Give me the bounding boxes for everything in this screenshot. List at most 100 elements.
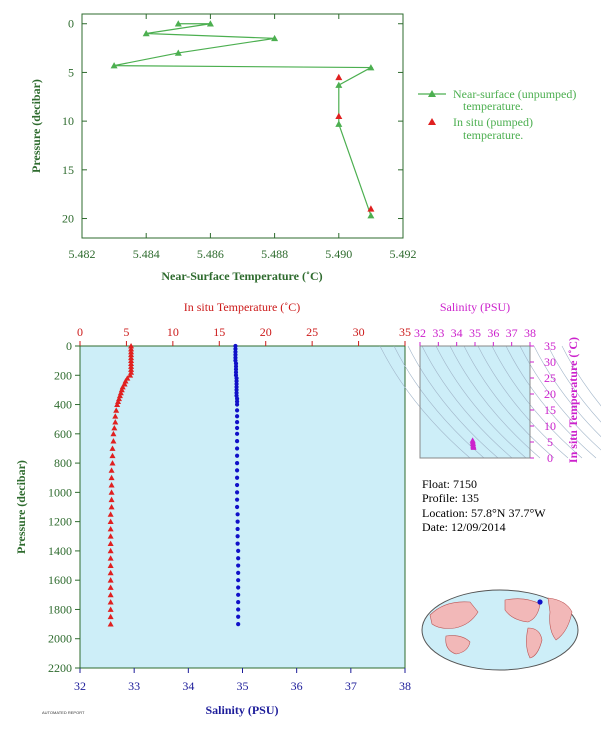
temperature-point xyxy=(107,591,114,598)
insitu-temperature-point xyxy=(335,112,343,120)
ts-y-tick-label: 15 xyxy=(544,403,556,417)
temperature-point xyxy=(107,511,114,517)
ts-y-tick-label: 25 xyxy=(544,371,556,385)
ts-density-contour xyxy=(449,345,541,459)
top-y-axis-label: Pressure (decibar) xyxy=(29,79,43,173)
pressure-tick-label: 800 xyxy=(54,456,72,470)
temperature-tick-label: 10 xyxy=(167,325,179,339)
salinity-point xyxy=(236,600,241,605)
temperature-point xyxy=(128,360,135,366)
temperature-point xyxy=(108,489,115,495)
top-y-tick-label: 5 xyxy=(68,65,74,79)
salinity-tick-label: 38 xyxy=(399,679,411,693)
top-y-tick-label: 15 xyxy=(62,163,74,177)
salinity-point xyxy=(234,482,240,488)
ts-density-contour xyxy=(379,345,471,459)
salinity-point xyxy=(235,534,240,539)
temperature-point xyxy=(107,540,114,546)
pressure-tick-label: 1000 xyxy=(48,485,72,499)
temperature-point xyxy=(107,518,114,525)
legend-label-insitu-1: In situ (pumped) xyxy=(453,115,533,129)
top-y-ticks: 0 5 10 15 20 xyxy=(62,17,403,226)
temperature-point xyxy=(128,351,135,358)
salinity-point xyxy=(234,379,239,384)
salinity-point xyxy=(234,402,240,407)
pressure-tick-label: 1400 xyxy=(48,544,72,558)
ts-x-tick-label: 35 xyxy=(469,326,481,340)
temperature-point xyxy=(107,547,114,554)
ts-title: Salinity (PSU) xyxy=(440,300,510,314)
temperature-point xyxy=(110,430,117,437)
temperature-point xyxy=(109,445,116,451)
salinity-point xyxy=(234,504,240,510)
salinity-tick-label: 34 xyxy=(182,679,194,693)
ts-density-contour xyxy=(463,345,555,459)
temperature-point xyxy=(107,599,114,605)
temperature-point xyxy=(108,482,115,488)
pressure-tick-label: 400 xyxy=(54,398,72,412)
top-plot-frame xyxy=(81,13,404,239)
salinity-tick-label: 35 xyxy=(237,679,249,693)
salinity-point xyxy=(235,526,240,532)
salinity-point xyxy=(235,541,240,546)
ts-density-contour xyxy=(477,345,569,459)
temperature-point xyxy=(107,613,114,620)
temperature-point xyxy=(108,474,115,481)
top-x-tick-label: 5.492 xyxy=(390,247,417,261)
unpumped-temperature-point xyxy=(142,29,150,37)
temperature-point xyxy=(107,525,114,532)
temperature-point xyxy=(107,584,114,590)
ts-y-tick-label: 0 xyxy=(547,451,553,465)
ts-x-tick-label: 32 xyxy=(414,326,426,340)
temperature-point xyxy=(112,419,119,425)
salinity-axis-label: Salinity (PSU) xyxy=(205,703,278,717)
profile-chart: 0 5 10 15 20 25 30 35 32 33 34 35 36 37 38 0 200 400 600… xyxy=(14,300,411,717)
top-x-axis-label: Near-Surface Temperature (˚C) xyxy=(161,269,322,283)
salinity-point xyxy=(233,343,238,349)
top-x-tick-label: 5.482 xyxy=(69,247,96,261)
salinity-point xyxy=(233,355,238,360)
temperature-point xyxy=(128,357,135,364)
ts-density-contour xyxy=(505,345,597,459)
salinity-point xyxy=(234,460,240,466)
salinity-point xyxy=(234,425,240,431)
ts-y-axis-label: In situ Temperature (˚C) xyxy=(566,337,580,463)
salinity-point xyxy=(234,390,239,395)
ts-density-contour xyxy=(561,345,601,407)
salinity-point xyxy=(233,367,239,372)
temperature-point xyxy=(128,366,135,372)
ts-panel-bg xyxy=(420,346,530,458)
salinity-point xyxy=(236,614,241,619)
salinity-point xyxy=(236,563,241,568)
insitu-temperature-point xyxy=(367,205,375,212)
map-land-europe-africa xyxy=(547,597,573,641)
salinity-tick-label: 32 xyxy=(74,679,86,693)
salinity-point xyxy=(236,621,241,627)
ts-y-ticks: 0 5 10 15 20 25 30 35 xyxy=(530,339,556,465)
salinity-point xyxy=(236,570,241,575)
salinity-point xyxy=(236,592,241,597)
ts-density-contour xyxy=(533,345,601,438)
ts-series xyxy=(469,437,477,450)
map-land-australia xyxy=(445,635,471,655)
float-id: Float: 7150 xyxy=(422,477,477,491)
temperature-point xyxy=(107,562,114,568)
ts-density-contour xyxy=(421,345,513,459)
temperature-point xyxy=(109,452,116,459)
temperature-point xyxy=(107,555,114,561)
temperature-axis-label: In situ Temperature (˚C) xyxy=(184,300,301,314)
insitu-temperature-point xyxy=(335,73,343,81)
top-y-tick-label: 10 xyxy=(62,114,74,128)
ts-y-tick-label: 35 xyxy=(544,339,556,353)
ts-density-contour xyxy=(407,345,499,459)
temperature-point xyxy=(127,372,134,378)
salinity-point xyxy=(234,497,240,502)
ts-x-ticks: 32 33 34 35 36 37 38 xyxy=(414,326,536,346)
top-x-tick-label: 5.484 xyxy=(133,247,160,261)
profile-number: Profile: 135 xyxy=(422,491,479,505)
near-surface-temperature-chart: 5.482 5.484 5.486 5.488 5.490 5.492 05101520 … xyxy=(29,13,576,283)
top-y-tick-label: 20 xyxy=(62,212,74,226)
pressure-tick-label: 2000 xyxy=(48,632,72,646)
salinity-point xyxy=(234,446,240,451)
